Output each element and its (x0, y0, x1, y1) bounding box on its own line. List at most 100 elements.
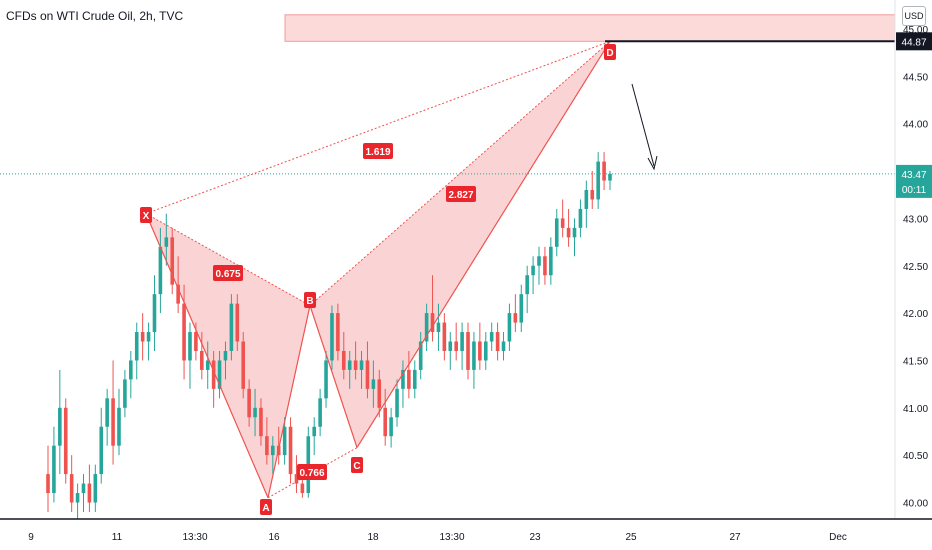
candle-body (194, 332, 198, 351)
candle-body (383, 407, 387, 437)
target-zone (284, 14, 896, 42)
candle-body (318, 398, 322, 427)
candle (537, 246, 541, 285)
candle (407, 350, 411, 399)
candle-body (572, 227, 577, 238)
y-tick-label: 45.00 (903, 25, 928, 36)
candle-body (483, 341, 488, 361)
candle (182, 284, 186, 380)
candle (58, 369, 62, 475)
candle-body (205, 360, 210, 370)
candle (294, 455, 299, 494)
candle-body (271, 445, 275, 456)
x-tick-label: Dec (829, 532, 847, 543)
candle-body (282, 426, 287, 456)
candle (584, 180, 589, 228)
candle-body (412, 369, 417, 389)
candle (247, 379, 251, 427)
candle (117, 388, 121, 456)
countdown-label: 00:11 (902, 185, 927, 196)
candle-body (93, 474, 98, 503)
pattern-triangle-bcd (310, 41, 610, 448)
x-tick-label: 13:30 (182, 532, 207, 543)
candle (123, 369, 127, 418)
candle-body (235, 303, 240, 342)
candle (265, 417, 269, 465)
candle (478, 322, 482, 370)
candle-body (578, 208, 583, 228)
candle (229, 294, 234, 361)
point-label-x: X (143, 211, 150, 222)
y-tick-label: 41.00 (903, 404, 928, 415)
candle (359, 350, 364, 389)
candle (560, 199, 565, 238)
candle (46, 445, 50, 512)
candle-body (52, 445, 56, 494)
candle (52, 426, 56, 503)
candle-body (513, 313, 518, 323)
ratio-label-box (363, 143, 393, 159)
last-price-label: 43.47 (901, 170, 926, 181)
candle (395, 379, 399, 427)
y-tick-label: 44.50 (903, 72, 928, 83)
candle (549, 237, 553, 285)
candle-body (430, 313, 435, 333)
candle (129, 350, 133, 399)
candle-body (460, 332, 464, 351)
candle (572, 218, 577, 257)
pattern-leg-xa (145, 213, 269, 499)
candle-body (312, 426, 317, 437)
candle-body (566, 227, 571, 238)
candle (448, 332, 453, 370)
candle-body (537, 256, 541, 266)
candle-body (466, 332, 470, 370)
candle (466, 322, 470, 380)
candle-body (324, 360, 328, 399)
candle-body (584, 189, 589, 209)
symbol-title: CFDs on WTI Crude Oil, 2h, TVC (6, 9, 184, 23)
currency-button[interactable]: USD (902, 6, 926, 26)
candle (501, 332, 506, 361)
candle (312, 417, 317, 456)
candle (489, 322, 494, 351)
candle (454, 322, 458, 361)
candle-body (436, 322, 441, 333)
candle (566, 208, 571, 247)
candle (81, 474, 86, 512)
pattern-leg-bc (309, 305, 358, 448)
candle-body (359, 360, 364, 370)
candle-body (560, 218, 565, 228)
candle-body (525, 275, 529, 295)
candle (211, 350, 216, 408)
candle (288, 417, 293, 484)
candle-body (330, 313, 334, 361)
x-tick-label: 9 (28, 532, 34, 543)
candle-body (454, 341, 458, 351)
candle (158, 227, 163, 314)
y-tick-label: 42.00 (903, 309, 928, 320)
candle (596, 152, 600, 209)
candle-body (129, 360, 133, 380)
candle (318, 388, 322, 437)
candle-body (217, 360, 222, 389)
candle (578, 199, 583, 238)
candle-body (117, 407, 121, 446)
pattern-leg-ab (267, 305, 311, 498)
candle (418, 332, 423, 380)
candle-body (495, 332, 500, 351)
candle-body (478, 341, 482, 361)
candle (347, 350, 352, 389)
candle-body (223, 350, 228, 361)
candle (525, 265, 529, 314)
candle (442, 313, 447, 361)
candle-body (448, 341, 453, 351)
ratio-label-box (446, 186, 476, 202)
candle (152, 275, 157, 351)
candle-body (134, 332, 139, 361)
pattern-ratio-line-bd (309, 40, 611, 306)
candle (460, 322, 464, 370)
candle-body (111, 398, 115, 446)
target-price-label: 44.87 (901, 37, 926, 48)
